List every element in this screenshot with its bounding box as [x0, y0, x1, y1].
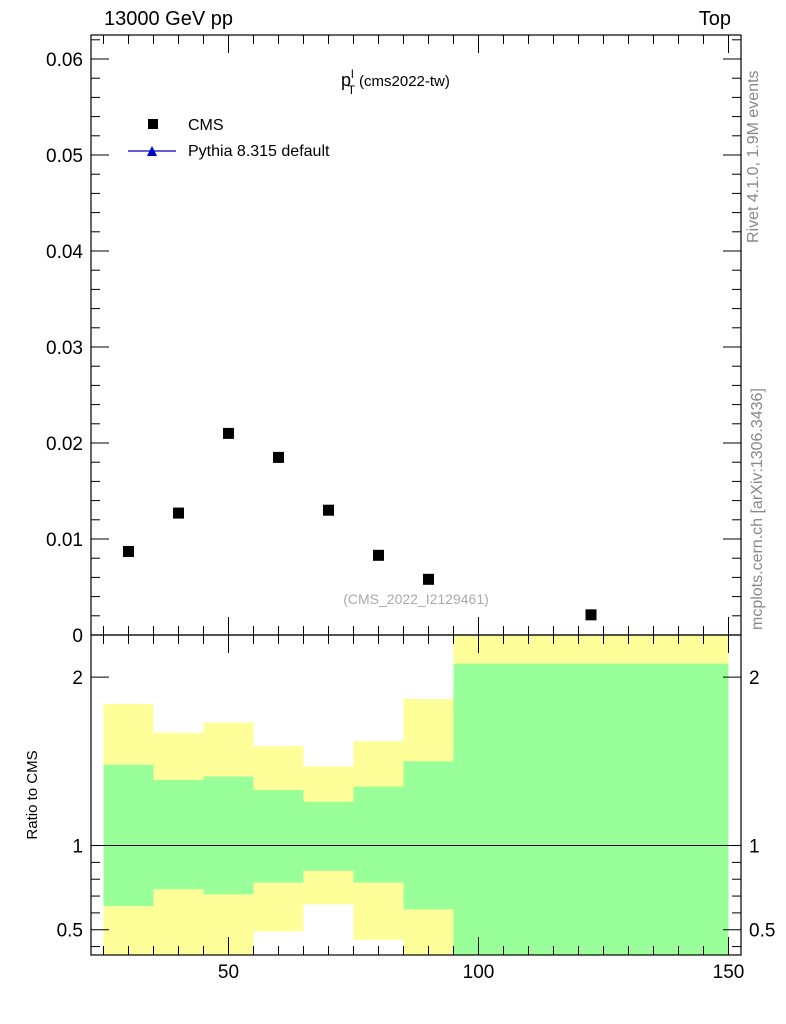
cms-data-point [373, 549, 384, 561]
ratio-inner-band [403, 761, 454, 910]
cms-data-points [123, 427, 597, 621]
cms-data-point [323, 504, 334, 516]
ratio-inner-band [103, 764, 154, 907]
main-y-tick-label: 0.01 [46, 530, 83, 551]
ratio-y-tick-label-right: 1 [749, 837, 760, 858]
title-sub: T [348, 83, 356, 97]
main-y-tick-label: 0.06 [46, 50, 83, 71]
ratio-inner-band [303, 801, 354, 871]
title-main: p [341, 70, 351, 90]
legend-cms-marker [148, 119, 158, 129]
main-y-tick-label: 0.04 [46, 242, 83, 263]
main-y-ticks: 0 0.01 0.02 0.03 0.04 0.05 0.06 [46, 39, 741, 647]
ratio-plot-frame [90, 634, 742, 956]
legend-pythia-label: Pythia 8.315 default [188, 143, 330, 160]
x-tick-label: 150 [713, 962, 745, 983]
plot-title: pl T (cms2022-tw) [341, 67, 450, 97]
ratio-inner-band [353, 786, 404, 883]
cms-data-point [223, 427, 234, 439]
side-label-rivet: Rivet 4.1.0, 1.9M events [745, 70, 762, 243]
ratio-bands [103, 635, 729, 955]
watermark: (CMS_2022_I2129461) [343, 591, 489, 607]
main-y-tick-label: 0.02 [46, 434, 83, 455]
cms-data-point [273, 451, 284, 463]
ratio-y-tick-label-left: 2 [72, 668, 83, 689]
header-energy: 13000 GeV pp [104, 8, 233, 30]
cms-data-point [423, 573, 434, 585]
legend-cms-label: CMS [188, 117, 224, 134]
title-rest: (cms2022-tw) [359, 73, 450, 90]
header-process: Top [698, 8, 731, 30]
ratio-inner-band [253, 789, 304, 883]
cms-data-point [585, 609, 597, 621]
main-y-tick-label: 0.05 [46, 146, 83, 167]
ratio-y-tick-label-right: 2 [749, 668, 760, 689]
cms-data-point [173, 507, 184, 519]
ratio-ylabel: Ratio to CMS [24, 750, 41, 839]
ratio-y-tick-label-left: 0.5 [57, 921, 83, 942]
legend: CMS Pythia 8.315 default [128, 117, 330, 160]
cms-data-point [123, 545, 134, 557]
ratio-inner-band [203, 776, 254, 895]
title-sup: l [351, 67, 354, 81]
legend-pythia-marker [147, 146, 157, 156]
ratio-y-tick-label-left: 1 [72, 837, 83, 858]
ratio-inner-band [153, 779, 204, 890]
ratio-y-tick-label-right: 0.5 [749, 921, 775, 942]
side-label-mcplots: mcplots.cern.ch [arXiv:1306.3436] [749, 388, 766, 630]
x-tick-label: 50 [218, 962, 239, 983]
x-tick-label: 100 [463, 962, 495, 983]
main-y-tick-label: 0.03 [46, 338, 83, 359]
main-y-tick-label: 0 [72, 626, 83, 647]
ratio-inner-band [453, 663, 729, 955]
